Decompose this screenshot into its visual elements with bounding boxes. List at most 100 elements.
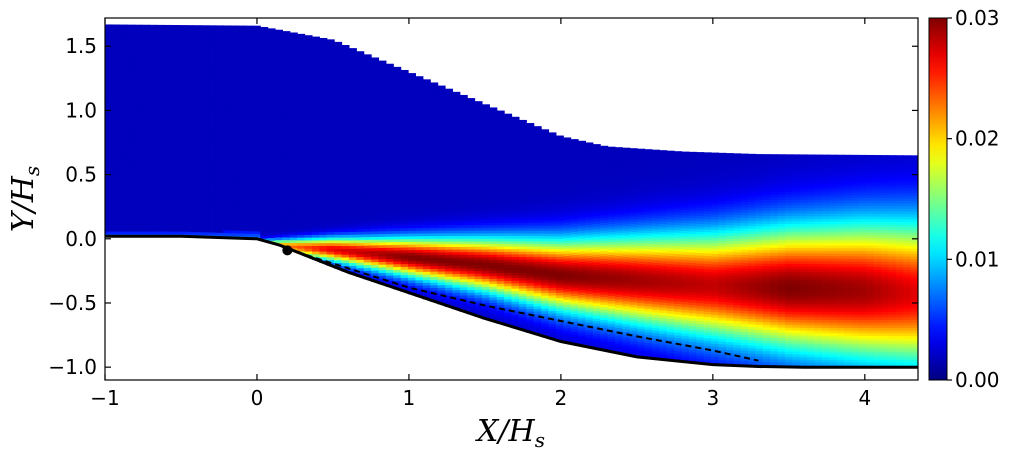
heatmap-cell xyxy=(489,150,498,154)
heatmap-cell xyxy=(164,220,173,224)
heatmap-cell xyxy=(267,170,276,174)
heatmap-cell xyxy=(238,126,247,130)
heatmap-cell xyxy=(408,246,417,251)
heatmap-cell xyxy=(393,174,402,179)
heatmap-cell xyxy=(156,32,165,37)
heatmap-cell xyxy=(371,256,380,260)
heatmap-cell xyxy=(252,118,261,123)
heatmap-cell xyxy=(238,182,247,186)
heatmap-cell xyxy=(415,191,424,196)
heatmap-cell xyxy=(238,49,247,53)
heatmap-cell xyxy=(548,191,557,195)
heatmap-cell xyxy=(297,154,306,159)
heatmap-cell xyxy=(311,178,320,182)
heatmap-cell xyxy=(474,270,483,274)
heatmap-cell xyxy=(297,102,306,106)
heatmap-cell xyxy=(563,314,572,318)
heatmap-cell xyxy=(444,189,453,193)
heatmap-cell xyxy=(134,193,143,198)
heatmap-cell xyxy=(119,196,128,200)
heatmap-cell xyxy=(518,314,527,318)
heatmap-cell xyxy=(481,246,490,250)
heatmap-cell xyxy=(356,138,365,142)
heatmap-cell xyxy=(437,123,446,128)
heatmap-cell xyxy=(201,115,210,119)
heatmap-cell xyxy=(430,101,439,105)
heatmap-cell xyxy=(112,80,121,84)
heatmap-cell xyxy=(252,137,261,141)
heatmap-cell xyxy=(171,125,180,129)
heatmap-cell xyxy=(341,149,350,153)
heatmap-cell xyxy=(141,74,150,79)
heatmap-cell xyxy=(304,73,313,78)
heatmap-cell xyxy=(452,97,461,101)
heatmap-cell xyxy=(489,294,498,298)
heatmap-cell xyxy=(282,120,291,124)
heatmap-cell xyxy=(201,226,210,230)
heatmap-cell xyxy=(238,131,247,136)
heatmap-cell xyxy=(201,70,210,74)
heatmap-cell xyxy=(400,285,409,289)
heatmap-cell xyxy=(171,172,180,177)
heatmap-cell xyxy=(119,125,128,129)
heatmap-cell xyxy=(201,46,210,50)
heatmap-cell xyxy=(252,140,261,144)
heatmap-cell xyxy=(119,135,128,139)
heatmap-cell xyxy=(422,125,431,130)
heatmap-cell xyxy=(223,221,232,226)
heatmap-cell xyxy=(319,130,328,134)
heatmap-cell xyxy=(245,206,254,210)
heatmap-cell xyxy=(341,84,350,88)
heatmap-cell xyxy=(467,292,476,296)
heatmap-cell xyxy=(127,48,136,52)
heatmap-cell xyxy=(541,279,550,283)
heatmap-cell xyxy=(134,175,143,179)
heatmap-cell xyxy=(311,245,320,249)
heatmap-cell xyxy=(112,225,121,229)
heatmap-cell xyxy=(363,59,372,64)
heatmap-cell xyxy=(149,106,158,110)
heatmap-cell xyxy=(555,238,564,242)
heatmap-cell xyxy=(326,172,335,176)
heatmap-cell xyxy=(518,146,527,150)
heatmap-cell xyxy=(422,202,431,207)
heatmap-cell xyxy=(267,55,276,59)
heatmap-cell xyxy=(201,128,210,132)
heatmap-cell xyxy=(518,148,527,153)
heatmap-cell xyxy=(208,176,217,180)
heatmap-cell xyxy=(156,101,165,105)
heatmap-cell xyxy=(245,225,254,229)
heatmap-cell xyxy=(437,88,446,92)
heatmap-cell xyxy=(481,222,490,226)
heatmap-cell xyxy=(119,140,128,145)
heatmap-cell xyxy=(481,230,490,234)
heatmap-cell xyxy=(437,200,446,204)
heatmap-cell xyxy=(178,80,187,84)
heatmap-cell xyxy=(105,177,113,182)
heatmap-cell xyxy=(223,168,232,173)
heatmap-cell xyxy=(496,161,505,165)
heatmap-cell xyxy=(119,154,128,158)
heatmap-cell xyxy=(178,114,187,119)
heatmap-cell xyxy=(363,85,372,89)
heatmap-cell xyxy=(311,253,320,258)
heatmap-cell xyxy=(541,253,550,257)
heatmap-cell xyxy=(171,157,180,161)
heatmap-cell xyxy=(119,61,128,65)
heatmap-cell xyxy=(260,91,269,95)
heatmap-cell xyxy=(541,248,550,252)
heatmap-cell xyxy=(156,75,165,79)
heatmap-cell xyxy=(134,156,143,161)
heatmap-cell xyxy=(134,40,143,44)
heatmap-cell xyxy=(548,300,557,304)
heatmap-cell xyxy=(400,246,409,251)
heatmap-cell xyxy=(422,208,431,212)
heatmap-cell xyxy=(452,151,461,155)
heatmap-cell xyxy=(400,100,409,104)
heatmap-cell xyxy=(371,124,380,128)
heatmap-cell xyxy=(474,219,483,223)
heatmap-cell xyxy=(164,201,173,206)
heatmap-cell xyxy=(282,193,291,197)
heatmap-cell xyxy=(297,195,306,200)
heatmap-cell xyxy=(304,190,313,194)
